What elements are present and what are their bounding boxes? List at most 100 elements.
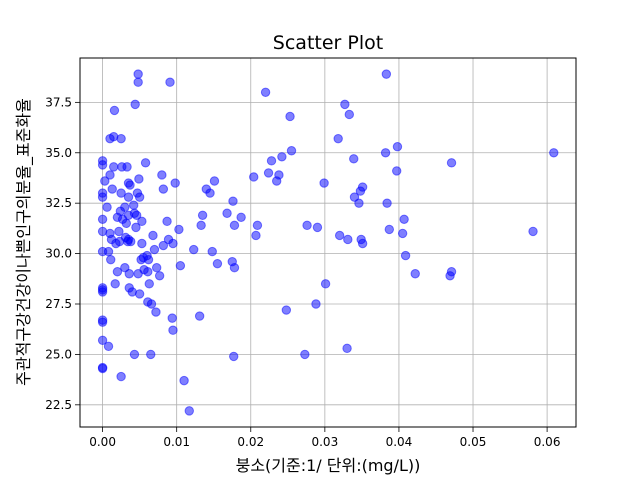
scatter-point <box>134 192 145 202</box>
scatter-point <box>110 279 120 289</box>
scatter-point <box>174 224 184 235</box>
scatter-point <box>97 317 108 327</box>
scatter-point <box>106 254 116 265</box>
scatter-point <box>162 216 172 227</box>
scatter-point <box>168 325 178 335</box>
scatter-point <box>274 170 284 180</box>
scatter-point <box>97 214 108 225</box>
scatter-point <box>340 99 350 110</box>
scatter-point <box>131 210 142 220</box>
scatter-point <box>194 311 205 321</box>
scatter-point <box>384 224 395 235</box>
grid-lines <box>80 58 576 427</box>
scatter-point <box>277 152 287 162</box>
scatter-point <box>446 267 457 277</box>
plot-area-background <box>80 58 576 427</box>
scatter-point <box>410 269 420 279</box>
scatter-point <box>102 202 112 212</box>
x-tick-label: 0.00 <box>89 435 116 449</box>
scatter-point <box>137 238 147 249</box>
scatter-point <box>342 343 352 354</box>
scatter-point <box>146 299 157 309</box>
chart-title: Scatter Plot <box>273 32 383 54</box>
y-tick-label: 30.0 <box>45 247 72 261</box>
scatter-point <box>143 254 154 265</box>
scatter-point <box>263 168 274 178</box>
x-tick-label: 0.03 <box>311 435 338 449</box>
scatter-point <box>222 208 232 218</box>
y-tick-label: 35.0 <box>45 146 72 160</box>
scatter-point <box>381 69 392 79</box>
scatter-point <box>109 105 120 116</box>
scatter-point <box>357 182 368 192</box>
scatter-point <box>302 220 312 231</box>
scatter-point <box>126 236 136 247</box>
scatter-point <box>392 166 402 176</box>
scatter-point <box>249 172 259 182</box>
y-tick-label: 32.5 <box>45 196 72 210</box>
scatter-point <box>133 69 143 79</box>
scatter-point <box>354 198 364 208</box>
y-tick-label: 22.5 <box>45 398 72 412</box>
scatter-point <box>320 279 331 289</box>
scatter-point <box>300 349 310 360</box>
scatter-point <box>131 222 141 233</box>
y-tick-label: 25.0 <box>45 347 72 361</box>
scatter-point <box>334 230 345 241</box>
scatter-point <box>105 170 115 180</box>
scatter-point <box>343 234 353 245</box>
scatter-point <box>382 198 392 208</box>
scatter-point <box>311 299 321 309</box>
scatter-point <box>179 375 189 386</box>
scatter-point <box>165 77 175 87</box>
scatter-point <box>116 188 126 198</box>
scatter-point <box>189 244 199 255</box>
scatter-point <box>116 133 126 144</box>
scatter-point <box>122 162 132 172</box>
x-axis-ticks: 0.00 0.01 0.02 0.03 0.04 0.05 0.06 <box>89 427 560 449</box>
scatter-point <box>154 271 165 281</box>
scatter-point <box>286 146 297 156</box>
scatter-point <box>229 351 239 362</box>
scatter-point <box>151 263 162 273</box>
scatter-point <box>157 170 167 180</box>
scatter-point <box>144 279 154 289</box>
scatter-point <box>333 133 343 144</box>
y-axis-label: 주관적구강건강이나쁜인구의분율_표준화율 <box>14 98 34 386</box>
scatter-point <box>97 160 108 170</box>
scatter-point <box>129 349 140 360</box>
scatter-point <box>124 269 134 279</box>
scatter-point <box>121 218 132 229</box>
x-tick-label: 0.05 <box>460 435 487 449</box>
scatter-point <box>528 226 538 237</box>
y-tick-label: 27.5 <box>45 297 72 311</box>
scatter-point <box>143 267 153 277</box>
scatter-point <box>129 200 139 210</box>
scatter-point <box>103 246 114 257</box>
plot-area-frame <box>79 57 577 428</box>
x-tick-label: 0.06 <box>534 435 561 449</box>
scatter-point <box>134 289 145 299</box>
scatter-point <box>229 220 240 231</box>
scatter-point <box>151 307 161 317</box>
scatter-point <box>184 406 194 416</box>
scatter-point <box>97 192 108 202</box>
scatter-point <box>281 305 292 315</box>
scatter-point <box>103 341 114 352</box>
scatter-point <box>148 230 158 241</box>
scatter-point <box>116 371 126 382</box>
scatter-point <box>207 246 217 257</box>
data-points <box>97 69 559 416</box>
scatter-point <box>109 162 119 172</box>
scatter-point <box>114 226 124 237</box>
scatter-point <box>100 176 110 186</box>
scatter-point <box>392 142 403 152</box>
scatter-point <box>146 349 156 360</box>
scatter-point <box>319 178 329 188</box>
scatter-point <box>344 109 354 120</box>
scatter-point <box>260 87 271 97</box>
scatter-point <box>158 184 169 194</box>
scatter-point <box>123 192 134 202</box>
scatter-point <box>97 335 108 345</box>
scatter-point <box>149 244 160 255</box>
